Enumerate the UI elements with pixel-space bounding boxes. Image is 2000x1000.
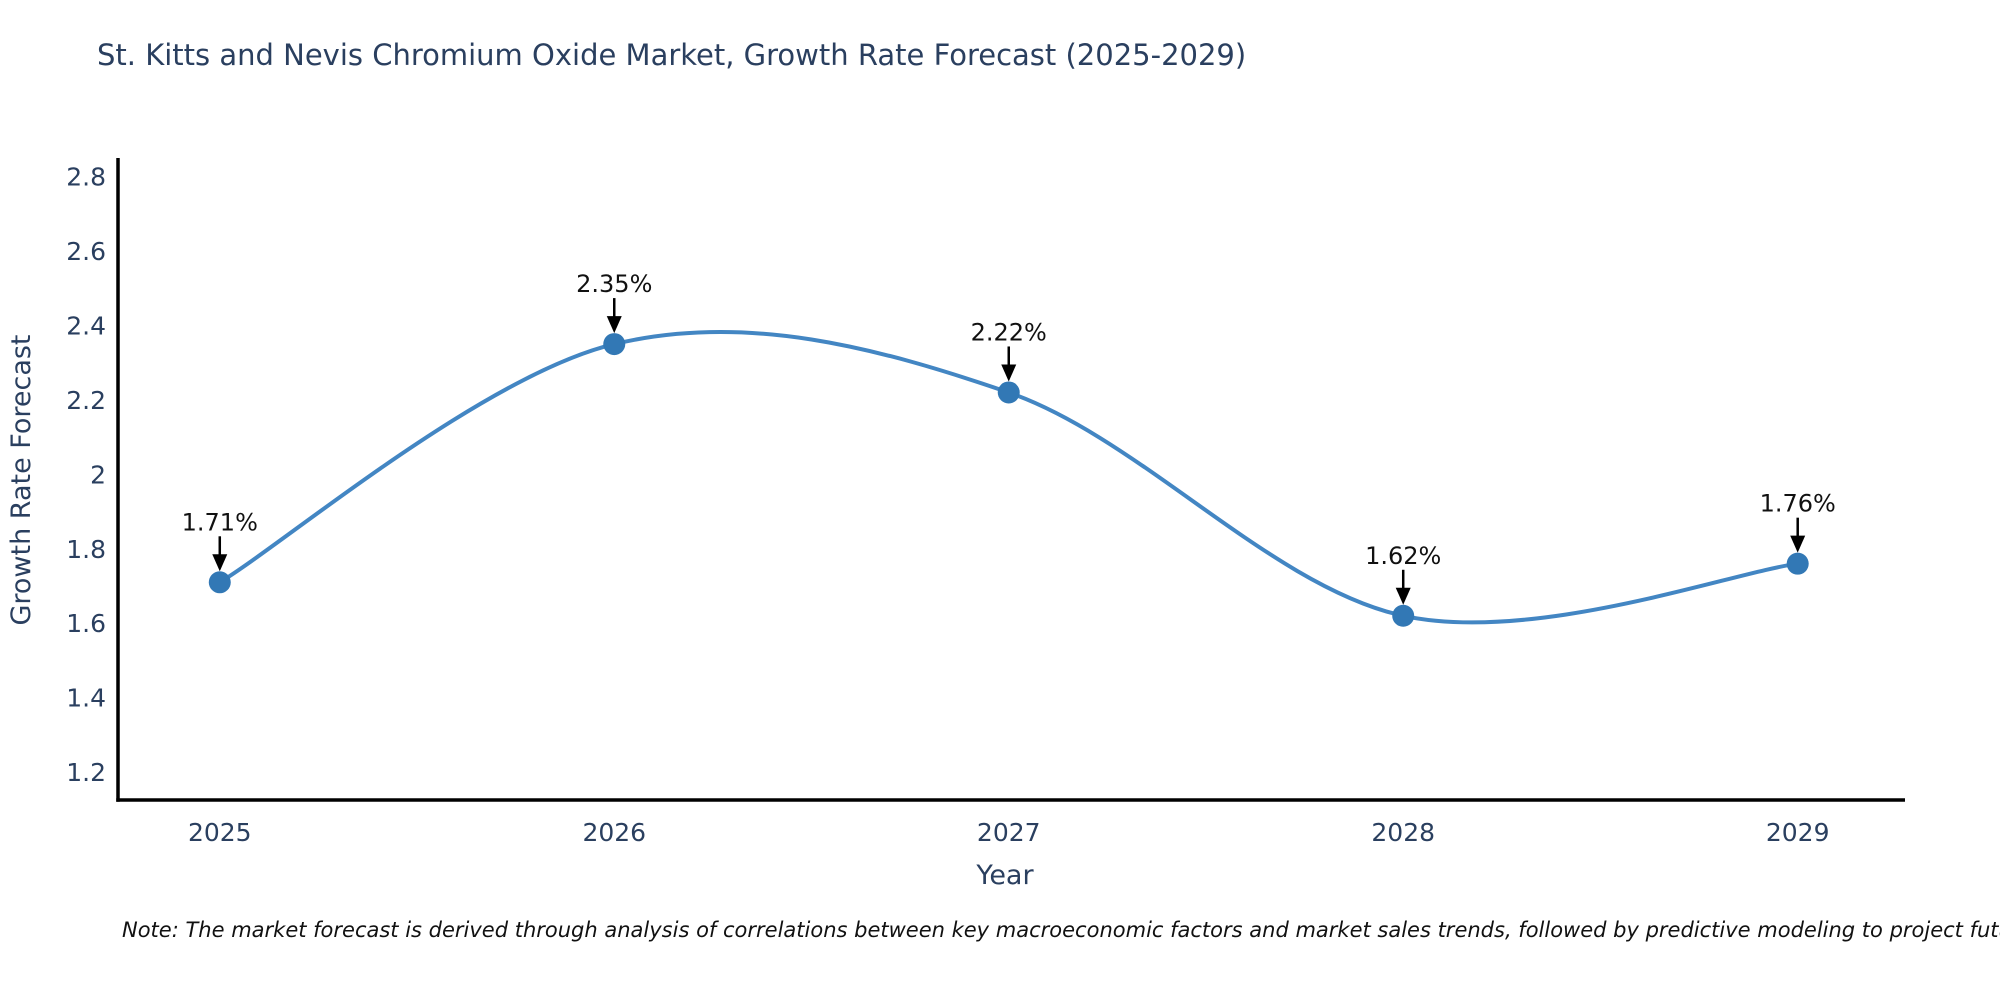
- y-axis-tick-label: 1.8: [66, 535, 106, 564]
- annotation-arrowhead: [606, 316, 622, 334]
- data-point-label: 1.71%: [182, 508, 258, 536]
- x-axis-tick-label: 2028: [1371, 818, 1435, 847]
- data-point-marker: [997, 381, 1020, 404]
- y-axis-tick-label: 2: [90, 460, 106, 489]
- data-point-label: 2.35%: [576, 270, 652, 298]
- annotation-arrowhead: [212, 554, 228, 572]
- y-axis-tick-label: 2.6: [66, 237, 106, 266]
- data-point-label: 1.76%: [1760, 490, 1836, 518]
- data-point-label: 1.62%: [1365, 542, 1441, 570]
- y-axis-tick-label: 1.2: [66, 758, 106, 787]
- y-axis-tick-label: 2.2: [66, 386, 106, 415]
- data-point-marker: [603, 333, 626, 356]
- x-axis-title: Year: [975, 860, 1034, 891]
- data-point-marker: [208, 571, 231, 594]
- y-axis-tick-label: 2.4: [66, 311, 106, 340]
- y-axis-title: Growth Rate Forecast: [6, 334, 37, 625]
- annotation-arrowhead: [1790, 535, 1806, 553]
- data-point-label: 2.22%: [971, 318, 1047, 346]
- data-point-marker: [1392, 604, 1415, 627]
- chart-title: St. Kitts and Nevis Chromium Oxide Marke…: [97, 38, 1247, 72]
- y-axis-tick-label: 2.8: [66, 163, 106, 192]
- annotation-arrowhead: [1395, 587, 1411, 605]
- y-axis-tick-label: 1.4: [66, 684, 106, 713]
- footnote: Note: The market forecast is derived thr…: [122, 918, 2000, 942]
- annotation-arrowhead: [1001, 364, 1017, 382]
- x-axis-tick-label: 2027: [977, 818, 1041, 847]
- x-axis-tick-label: 2029: [1766, 818, 1830, 847]
- y-axis-tick-label: 1.6: [66, 609, 106, 638]
- x-axis-tick-label: 2026: [582, 818, 646, 847]
- x-axis-tick-label: 2025: [188, 818, 252, 847]
- data-point-marker: [1786, 552, 1809, 575]
